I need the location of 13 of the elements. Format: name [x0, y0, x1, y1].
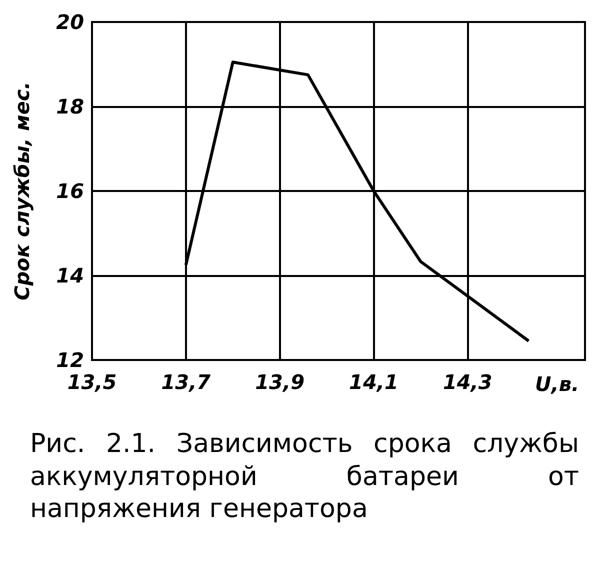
y-tick-label: 18 [56, 94, 84, 118]
y-tick-label: 16 [56, 179, 84, 203]
y-tick-label: 12 [56, 348, 84, 372]
x-tick-label: 13,9 [255, 370, 305, 394]
text: Рис. 2.1. Зависимость срока службы аккумуляторной батареи от напряжения генератора [30, 428, 579, 526]
y-axis-title: Срок службы, мес. [10, 82, 34, 300]
x-tick-label: 14,3 [442, 370, 492, 394]
x-axis-title: U,в. [535, 372, 580, 396]
x-tick-label: 14,1 [349, 370, 398, 394]
y-tick-label: 20 [56, 10, 84, 34]
x-tick-label: 13,5 [67, 370, 117, 394]
y-tick-label: 14 [56, 264, 84, 288]
x-tick-label: 13,7 [161, 370, 211, 394]
